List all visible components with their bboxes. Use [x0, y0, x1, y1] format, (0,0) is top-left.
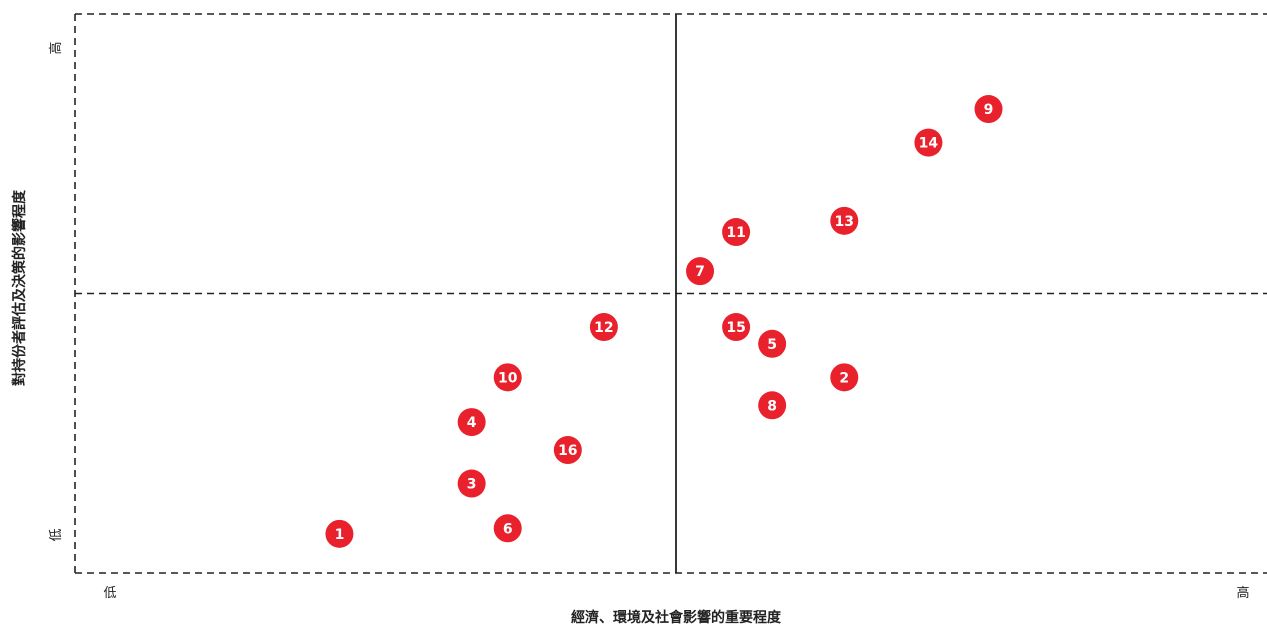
- data-point-marker: [722, 218, 751, 247]
- data-point-marker: [758, 329, 787, 358]
- data-point-marker: [493, 363, 522, 392]
- data-point-label: 8: [767, 398, 777, 414]
- data-point-label: 7: [695, 264, 705, 280]
- data-point-label: 6: [503, 521, 513, 537]
- data-point-marker: [758, 391, 787, 420]
- data-point-label: 14: [919, 136, 939, 152]
- data-point-label: 12: [594, 320, 613, 336]
- y-axis-title: 對持份者評估及決策的影響程度: [11, 189, 28, 386]
- data-point-9: 9: [974, 95, 1003, 124]
- y-axis-high-label: 高: [48, 41, 64, 54]
- data-point-label: 11: [726, 225, 745, 241]
- data-point-marker: [457, 469, 486, 498]
- data-point-label: 5: [767, 337, 777, 353]
- data-point-marker: [830, 206, 859, 235]
- data-point-13: 13: [830, 206, 859, 235]
- x-axis-high-label: 高: [1236, 585, 1249, 601]
- data-point-2: 2: [830, 363, 859, 392]
- data-point-7: 7: [686, 257, 715, 286]
- data-point-label: 16: [558, 443, 577, 459]
- data-point-marker: [830, 363, 859, 392]
- data-point-label: 4: [467, 415, 477, 431]
- data-point-marker: [974, 95, 1003, 124]
- data-point-label: 10: [498, 370, 518, 386]
- x-axis-title: 經濟、環境及社會影響的重要程度: [571, 609, 782, 626]
- data-point-marker: [914, 128, 943, 157]
- data-point-label: 13: [835, 214, 854, 230]
- data-point-marker: [589, 313, 618, 342]
- data-point-8: 8: [758, 391, 787, 420]
- data-point-1: 1: [325, 519, 354, 548]
- data-point-marker: [686, 257, 715, 286]
- data-point-label: 3: [467, 477, 477, 493]
- data-point-marker: [493, 514, 522, 543]
- data-point-4: 4: [457, 408, 486, 437]
- data-point-label: 9: [984, 102, 994, 118]
- data-point-12: 12: [589, 313, 618, 342]
- data-point-15: 15: [722, 313, 751, 342]
- data-point-16: 16: [553, 436, 582, 465]
- data-point-5: 5: [758, 329, 787, 358]
- y-axis-low-label: 低: [49, 528, 64, 541]
- data-point-14: 14: [914, 128, 943, 157]
- data-point-label: 2: [839, 370, 849, 386]
- data-point-10: 10: [493, 363, 522, 392]
- data-point-11: 11: [722, 218, 751, 247]
- data-point-marker: [457, 408, 486, 437]
- data-point-6: 6: [493, 514, 522, 543]
- data-point-marker: [722, 313, 751, 342]
- x-axis-low-label: 低: [103, 586, 116, 601]
- data-point-3: 3: [457, 469, 486, 498]
- data-point-label: 1: [335, 527, 345, 543]
- data-point-marker: [325, 519, 354, 548]
- data-point-label: 15: [726, 320, 745, 336]
- data-point-marker: [553, 436, 582, 465]
